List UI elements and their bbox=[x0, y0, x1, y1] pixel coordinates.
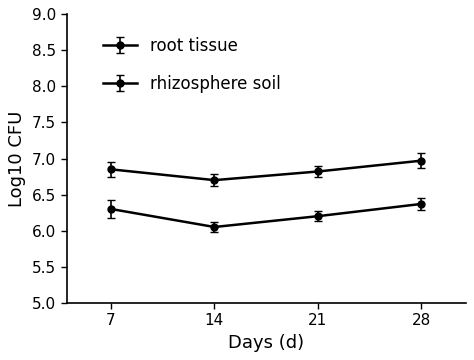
Legend: root tissue, rhizosphere soil: root tissue, rhizosphere soil bbox=[95, 28, 289, 101]
X-axis label: Days (d): Days (d) bbox=[228, 334, 304, 352]
Y-axis label: Log10 CFU: Log10 CFU bbox=[9, 110, 27, 207]
